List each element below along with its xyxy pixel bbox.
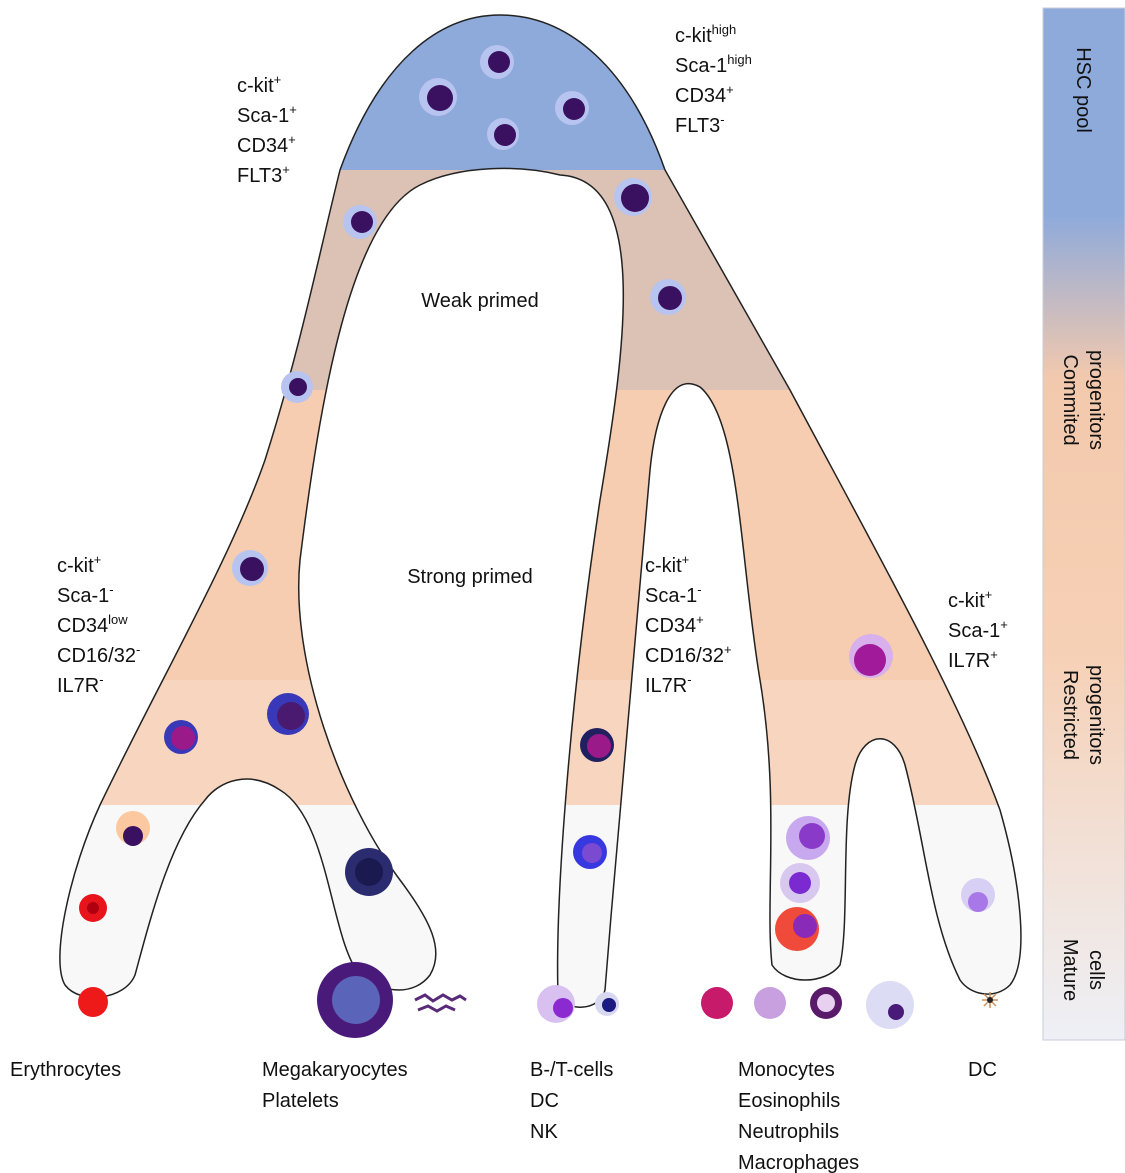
marker-sup: + bbox=[282, 162, 290, 177]
hematopoiesis-diagram: (() => { const data = JSON.parse(documen… bbox=[0, 0, 1125, 1173]
marker-line: Sca-1- bbox=[57, 582, 114, 607]
marker-name: IL7R bbox=[57, 675, 99, 697]
region-label: Weak primed bbox=[421, 290, 538, 312]
marker-sup: + bbox=[985, 587, 993, 602]
marker-name: c-kit bbox=[675, 25, 712, 47]
marker-sup: + bbox=[726, 82, 734, 97]
marker-line: Sca-1high bbox=[675, 52, 752, 77]
marker-name: CD16/32 bbox=[645, 645, 724, 667]
marker-sup: + bbox=[94, 552, 102, 567]
marker-sup: + bbox=[724, 642, 732, 657]
marker-sup: - bbox=[136, 642, 140, 657]
output-label: Megakaryocytes bbox=[262, 1059, 408, 1081]
output-label: Macrophages bbox=[738, 1152, 859, 1173]
marker-name: IL7R bbox=[645, 675, 687, 697]
marker-line: CD34+ bbox=[675, 82, 734, 107]
stage-text: Mature bbox=[1059, 939, 1081, 1001]
stage-label: HSC pool bbox=[1072, 47, 1094, 133]
marker-line: Sca-1- bbox=[645, 582, 702, 607]
output-label: Eosinophils bbox=[738, 1090, 840, 1112]
marker-name: IL7R bbox=[948, 650, 990, 672]
marker-line: CD34+ bbox=[237, 132, 296, 157]
marker-name: Sca-1 bbox=[237, 105, 289, 127]
marker-line: FLT3+ bbox=[237, 162, 290, 187]
stage-text: Commited bbox=[1059, 354, 1081, 445]
marker-sup: - bbox=[687, 672, 691, 687]
marker-line: CD16/32- bbox=[57, 642, 140, 667]
marker-sup: + bbox=[289, 102, 297, 117]
output-label: B-/T-cells bbox=[530, 1059, 613, 1081]
marker-name: CD16/32 bbox=[57, 645, 136, 667]
output-label: DC bbox=[968, 1059, 997, 1081]
marker-name: Sca-1 bbox=[948, 620, 1000, 642]
marker-name: c-kit bbox=[645, 555, 682, 577]
marker-sup: - bbox=[720, 112, 724, 127]
marker-line: IL7R- bbox=[57, 672, 104, 697]
stage-bar bbox=[1043, 8, 1125, 1040]
marker-sup: + bbox=[682, 552, 690, 567]
marker-line: CD34low bbox=[57, 612, 128, 637]
marker-name: Sca-1 bbox=[645, 585, 697, 607]
marker-line: c-kit+ bbox=[948, 587, 992, 612]
marker-line: CD16/32+ bbox=[645, 642, 732, 667]
marker-name: FLT3 bbox=[237, 165, 282, 187]
marker-line: Sca-1+ bbox=[237, 102, 297, 127]
marker-sup: + bbox=[288, 132, 296, 147]
marker-name: CD34 bbox=[675, 85, 726, 107]
stage-text: cells bbox=[1085, 950, 1107, 990]
output-label: Monocytes bbox=[738, 1059, 835, 1081]
stage-text: progenitors bbox=[1085, 350, 1107, 450]
marker-line: c-kit+ bbox=[237, 72, 281, 97]
output-label: NK bbox=[530, 1121, 558, 1143]
output-label: Platelets bbox=[262, 1090, 339, 1112]
region-label: Strong primed bbox=[407, 566, 533, 588]
marker-line: CD34+ bbox=[645, 612, 704, 637]
stage-text: Restricted bbox=[1059, 670, 1081, 760]
marker-sup: + bbox=[274, 72, 282, 87]
marker-line: FLT3- bbox=[675, 112, 725, 137]
marker-line: Sca-1+ bbox=[948, 617, 1008, 642]
marker-line: c-kit+ bbox=[57, 552, 101, 577]
marker-name: CD34 bbox=[237, 135, 288, 157]
marker-sup: - bbox=[697, 582, 701, 597]
marker-sup: low bbox=[108, 612, 128, 627]
marker-name: CD34 bbox=[57, 615, 108, 637]
marker-name: c-kit bbox=[237, 75, 274, 97]
marker-sup: - bbox=[109, 582, 113, 597]
marker-sup: + bbox=[696, 612, 704, 627]
marker-name: CD34 bbox=[645, 615, 696, 637]
stage-text: progenitors bbox=[1085, 665, 1107, 765]
marker-sup: high bbox=[727, 52, 752, 67]
marker-line: IL7R- bbox=[645, 672, 692, 697]
marker-line: c-kit+ bbox=[645, 552, 689, 577]
marker-name: c-kit bbox=[57, 555, 94, 577]
marker-sup: + bbox=[990, 647, 998, 662]
marker-sup: + bbox=[1000, 617, 1008, 632]
tree-bands bbox=[0, 0, 1040, 1105]
marker-name: Sca-1 bbox=[57, 585, 109, 607]
marker-name: Sca-1 bbox=[675, 55, 727, 77]
marker-line: IL7R+ bbox=[948, 647, 998, 672]
marker-name: c-kit bbox=[948, 590, 985, 612]
marker-sup: high bbox=[712, 22, 737, 37]
marker-sup: - bbox=[99, 672, 103, 687]
marker-line: c-kithigh bbox=[675, 22, 736, 47]
output-label: DC bbox=[530, 1090, 559, 1112]
marker-name: FLT3 bbox=[675, 115, 720, 137]
output-label: Erythrocytes bbox=[10, 1059, 121, 1081]
output-label: Neutrophils bbox=[738, 1121, 839, 1143]
stage-text: HSC pool bbox=[1072, 47, 1094, 133]
